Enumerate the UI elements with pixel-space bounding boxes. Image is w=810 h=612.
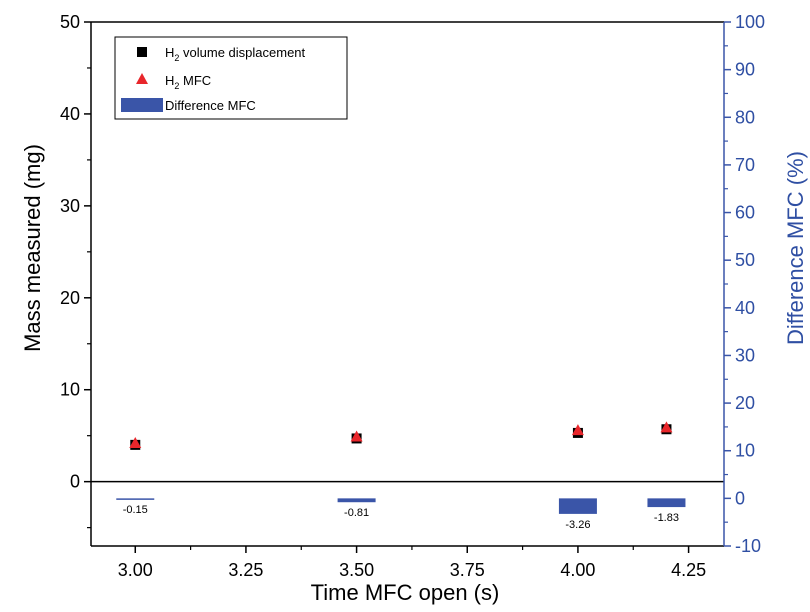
y2-tick-label: -10 (735, 536, 761, 556)
mfc-point (571, 424, 584, 436)
y-tick-label: 30 (60, 196, 80, 216)
difference-bar (647, 498, 686, 508)
difference-bars: -0.15 -0.81 -3.26 -1.83 (116, 498, 686, 531)
y-tick-label: 40 (60, 104, 80, 124)
x-tick-label: 3.50 (339, 560, 374, 580)
y2-tick-label: 70 (735, 155, 755, 175)
y2-tick-label: 90 (735, 60, 755, 80)
mfc-point (660, 421, 673, 433)
mfc-point (350, 430, 363, 442)
legend-label: H2 MFC (165, 73, 211, 91)
x-tick-label: 4.00 (560, 560, 595, 580)
bar-value-label: -1.83 (654, 512, 679, 524)
legend-square-icon (137, 47, 147, 57)
y2-axis-title: Difference MFC (%) (783, 151, 808, 345)
y2-tick-label: 10 (735, 441, 755, 461)
mfc-point (129, 436, 142, 448)
y2-tick-label: 20 (735, 393, 755, 413)
legend: H2 volume displacement H2 MFC Difference M… (114, 36, 348, 120)
difference-bar (116, 498, 155, 500)
data-markers (129, 421, 673, 450)
y2-tick-label: 40 (735, 298, 755, 318)
y-tick-label: 50 (60, 12, 80, 32)
y-tick-label: 0 (70, 472, 80, 492)
x-tick-label: 3.00 (118, 560, 153, 580)
x-tick-label: 3.25 (228, 560, 263, 580)
x-tick-label: 3.75 (450, 560, 485, 580)
bar-value-label: -0.15 (123, 504, 148, 516)
legend-label: H2 volume displacement (165, 45, 306, 63)
y-axis-title: Mass measured (mg) (20, 144, 45, 352)
y2-tick-label: 60 (735, 203, 755, 223)
y-tick-label: 20 (60, 288, 80, 308)
axes: 3.00 3.25 3.50 3.75 4.00 4.25 0 10 20 30 40 50 -10 0 1… (60, 12, 765, 580)
difference-bar (558, 498, 597, 514)
legend-triangle-icon (136, 73, 148, 84)
y-tick-label: 10 (60, 380, 80, 400)
bar-value-label: -3.26 (565, 519, 590, 531)
bar-value-label: -0.81 (344, 507, 369, 519)
y2-tick-label: 0 (735, 488, 745, 508)
x-axis-title: Time MFC open (s) (311, 580, 500, 605)
y2-tick-label: 80 (735, 107, 755, 127)
x-tick-label: 4.25 (671, 560, 706, 580)
legend-label: Difference MFC (165, 98, 256, 113)
y2-tick-label: 30 (735, 345, 755, 365)
y2-tick-label: 50 (735, 250, 755, 270)
y2-tick-label: 100 (735, 12, 765, 32)
legend-bar-icon (121, 98, 163, 112)
difference-bar (337, 498, 376, 503)
